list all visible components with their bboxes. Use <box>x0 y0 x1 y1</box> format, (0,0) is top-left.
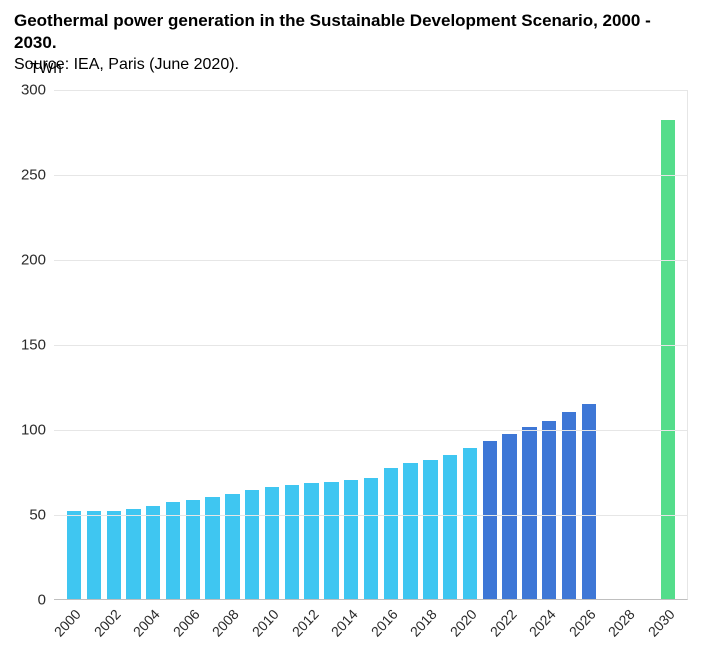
bar <box>344 480 358 599</box>
bar <box>423 460 437 599</box>
x-tick-label: 2000 <box>51 606 84 640</box>
bar <box>265 487 279 599</box>
x-tick-label: 2030 <box>645 606 678 640</box>
gridline <box>54 90 687 91</box>
chart-subtitle: Source: IEA, Paris (June 2020). <box>14 56 688 74</box>
bar <box>304 483 318 599</box>
bar <box>87 511 101 599</box>
bar <box>463 448 477 599</box>
bar <box>542 421 556 600</box>
x-tick-label: 2026 <box>566 606 599 640</box>
y-tick-label: 250 <box>21 167 46 184</box>
chart: 050100150200250300 200020022004200620082… <box>54 90 688 600</box>
gridline <box>54 175 687 176</box>
x-tick-label: 2014 <box>328 606 361 640</box>
bar <box>582 404 596 600</box>
chart-title: Geothermal power generation in the Susta… <box>14 10 688 54</box>
gridline <box>54 515 687 516</box>
bar <box>285 485 299 599</box>
x-tick-label: 2024 <box>526 606 559 640</box>
bar <box>324 482 338 599</box>
bar <box>522 427 536 599</box>
bar <box>126 509 140 599</box>
bar <box>146 506 160 600</box>
x-tick-label: 2008 <box>209 606 242 640</box>
y-tick-label: 150 <box>21 337 46 354</box>
bar <box>225 494 239 599</box>
x-tick-label: 2012 <box>288 606 321 640</box>
gridline <box>54 260 687 261</box>
bar <box>483 441 497 599</box>
x-tick-label: 2022 <box>486 606 519 640</box>
y-tick-label: 100 <box>21 422 46 439</box>
bar <box>443 455 457 600</box>
plot-area: 050100150200250300 <box>54 90 688 600</box>
x-tick-label: 2010 <box>249 606 282 640</box>
bar <box>107 511 121 599</box>
x-tick-label: 2028 <box>605 606 638 640</box>
gridline <box>54 430 687 431</box>
y-tick-label: 200 <box>21 252 46 269</box>
y-tick-label: 300 <box>21 82 46 99</box>
x-tick-label: 2016 <box>368 606 401 640</box>
gridline <box>54 345 687 346</box>
y-axis-unit: TWh <box>30 60 62 77</box>
y-tick-label: 50 <box>29 507 46 524</box>
bar <box>166 502 180 599</box>
x-tick-label: 2018 <box>407 606 440 640</box>
bar <box>364 478 378 599</box>
bar <box>661 120 675 599</box>
x-tick-label: 2004 <box>130 606 163 640</box>
bar <box>205 497 219 599</box>
bar <box>384 468 398 599</box>
y-tick-label: 0 <box>38 592 46 609</box>
x-tick-label: 2006 <box>170 606 203 640</box>
bar <box>245 490 259 599</box>
bar <box>562 412 576 599</box>
x-tick-label: 2020 <box>447 606 480 640</box>
bar <box>502 434 516 599</box>
page: Geothermal power generation in the Susta… <box>0 0 702 669</box>
bar <box>67 511 81 599</box>
x-tick-label: 2002 <box>90 606 123 640</box>
bar <box>403 463 417 599</box>
